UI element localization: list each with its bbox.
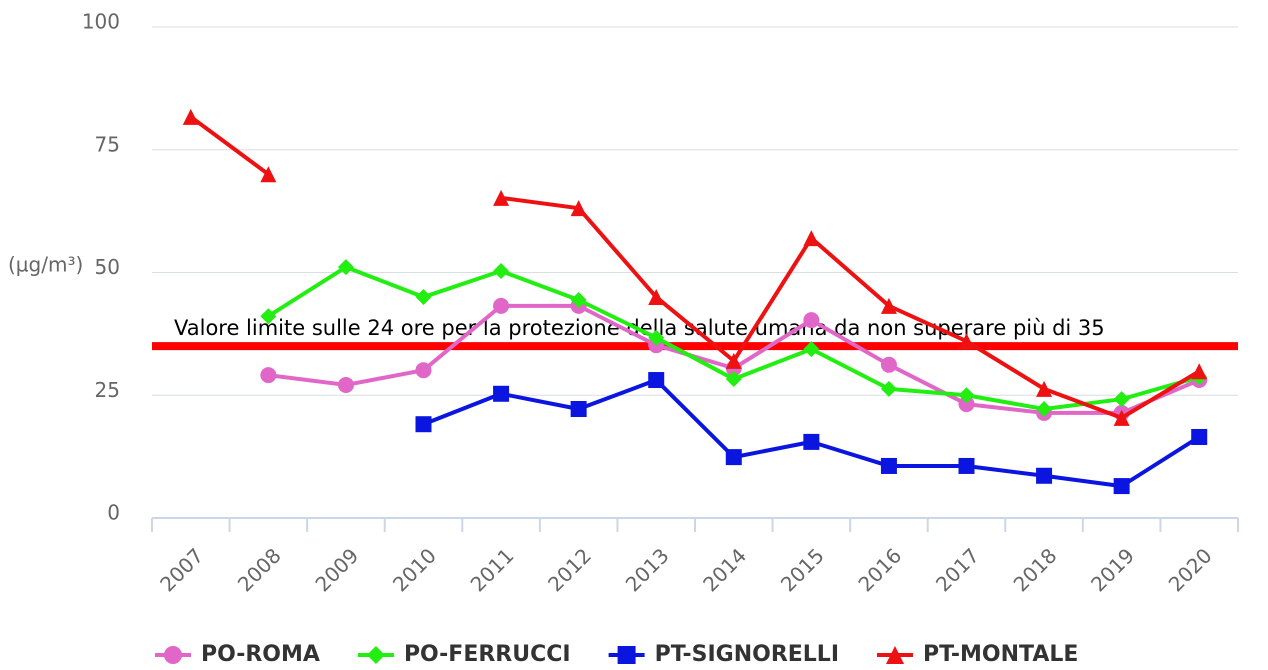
x-tick-label: 2013 [621,543,674,596]
point [493,263,510,280]
point [337,376,354,393]
point [1036,400,1053,417]
point [1191,363,1208,380]
legend-item: PT-MONTALE [877,642,1078,667]
point [803,341,820,358]
point [1113,391,1130,408]
y-tick-label: 0 [107,501,120,525]
point [260,166,277,183]
point [648,329,665,346]
legend-label: PT-SIGNORELLI [655,642,839,666]
point [880,356,897,373]
point [958,457,975,474]
point [803,230,820,247]
legend-item: PO-ROMA [155,642,320,667]
point [958,333,975,350]
x-tick-label: 2015 [776,543,829,596]
point [570,291,587,308]
point [260,367,277,384]
point [803,433,820,450]
point [415,362,432,379]
point [493,189,510,206]
x-tick-label: 2009 [310,543,363,596]
point [1036,467,1053,484]
point [880,380,897,397]
x-tick-label: 2010 [388,543,441,596]
legend-label: PT-MONTALE [923,642,1078,666]
legend-label: PO-ROMA [201,642,320,666]
point [260,308,277,325]
point [570,200,587,217]
point [886,646,905,664]
point [803,312,820,329]
y-tick-label: 75 [95,132,120,156]
y-tick-label: 25 [95,378,120,402]
legend-label: PO-FERRUCCI [404,642,571,666]
point [415,289,432,306]
point [880,457,897,474]
y-tick-label: 100 [82,10,120,34]
legend-item: PT-SIGNORELLI [608,642,839,667]
point [164,646,182,664]
point [958,396,975,413]
point [648,289,665,306]
point [182,108,199,125]
series-line [189,115,1201,420]
point [366,646,385,664]
point [570,400,587,417]
x-tick-label: 2016 [853,543,906,596]
x-tick-label: 2017 [931,543,984,596]
x-tick-label: 2012 [543,543,596,596]
point [1036,380,1053,397]
point [1191,428,1208,445]
series-line [422,378,1201,489]
x-tick-label: 2014 [698,543,751,596]
point [725,449,742,466]
x-tick-label: 2011 [466,543,519,596]
x-tick-label: 2008 [233,543,286,596]
x-tick-label: 2020 [1164,543,1217,596]
point [617,646,636,664]
x-tick-label: 2018 [1009,543,1062,596]
point [415,416,432,433]
y-axis-label: (µg/m³) [8,253,83,277]
x-tick-label: 2007 [155,543,208,596]
legend-item: PO-FERRUCCI [357,642,571,667]
point [1113,478,1130,495]
point [880,297,897,314]
y-tick-label: 50 [95,255,120,279]
point [648,372,665,389]
point [725,371,742,388]
x-tick-label: 2019 [1086,543,1139,596]
point [493,385,510,402]
point [1113,409,1130,426]
point [958,387,975,404]
point [493,297,510,314]
point [725,352,742,369]
point [337,259,354,276]
